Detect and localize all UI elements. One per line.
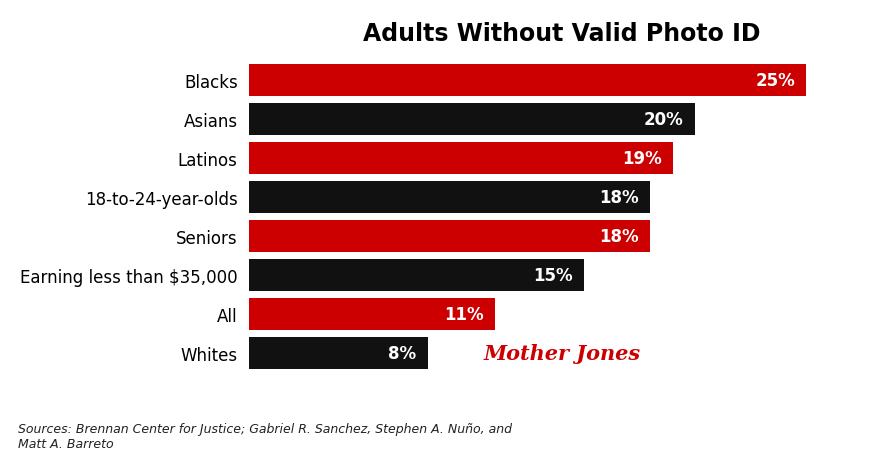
Text: 8%: 8%	[388, 344, 417, 362]
Text: 19%: 19%	[622, 149, 661, 167]
Title: Adults Without Valid Photo ID: Adults Without Valid Photo ID	[363, 22, 760, 46]
Text: 15%: 15%	[533, 266, 573, 284]
Bar	[249, 220, 650, 252]
Bar	[249, 64, 806, 96]
Bar	[249, 103, 695, 135]
Bar	[249, 259, 584, 291]
Bar	[249, 337, 428, 369]
Text: Sources: Brennan Center for Justice; Gabriel R. Sanchez, Stephen A. Nuño, and
Ma: Sources: Brennan Center for Justice; Gab…	[18, 422, 511, 450]
Text: 11%: 11%	[444, 305, 483, 323]
Bar	[249, 142, 673, 174]
Text: 18%: 18%	[600, 227, 639, 245]
Text: 18%: 18%	[600, 188, 639, 206]
Text: Mother Jones: Mother Jones	[483, 343, 641, 363]
Text: 25%: 25%	[756, 72, 795, 90]
Bar	[249, 298, 495, 330]
Bar	[249, 181, 650, 213]
Text: 20%: 20%	[644, 110, 684, 129]
